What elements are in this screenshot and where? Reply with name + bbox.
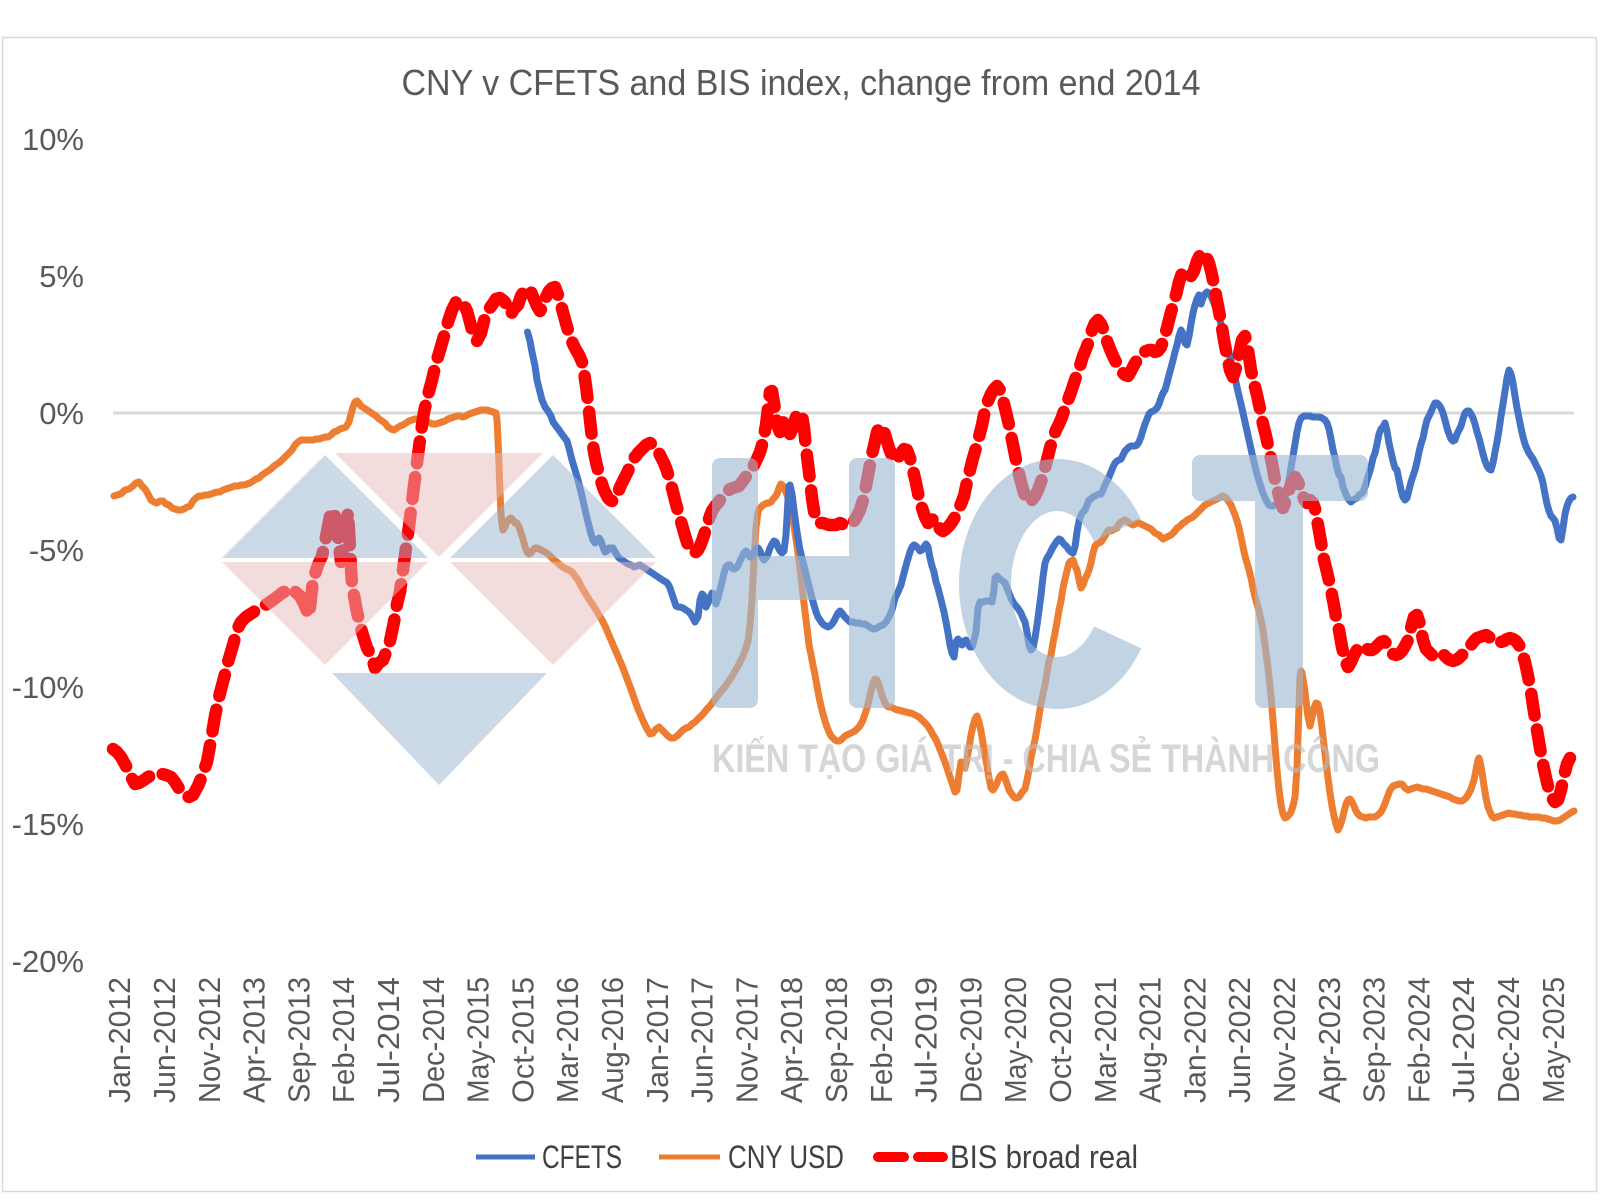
svg-text:Sep-2023: Sep-2023 (1357, 977, 1392, 1103)
svg-text:Apr-2018: Apr-2018 (774, 977, 809, 1103)
svg-text:Feb-2019: Feb-2019 (864, 977, 899, 1103)
svg-text:Nov-2012: Nov-2012 (192, 977, 227, 1103)
svg-text:Jan-2012: Jan-2012 (102, 977, 137, 1103)
svg-text:0%: 0% (39, 396, 84, 431)
svg-text:Jul-2014: Jul-2014 (371, 977, 406, 1103)
svg-text:Aug-2016: Aug-2016 (595, 977, 630, 1103)
svg-text:Mar-2016: Mar-2016 (550, 977, 585, 1103)
svg-text:Oct-2020: Oct-2020 (1043, 977, 1078, 1103)
svg-text:Sep-2013: Sep-2013 (281, 977, 316, 1103)
svg-text:Jun-2012: Jun-2012 (147, 977, 182, 1103)
svg-text:Mar-2021: Mar-2021 (1088, 977, 1123, 1103)
svg-text:May-2025: May-2025 (1536, 977, 1571, 1103)
svg-text:May-2020: May-2020 (998, 977, 1033, 1103)
svg-text:May-2015: May-2015 (461, 977, 496, 1103)
svg-text:Dec-2019: Dec-2019 (953, 977, 988, 1103)
svg-text:Feb-2024: Feb-2024 (1401, 977, 1436, 1103)
svg-text:Aug-2021: Aug-2021 (1133, 977, 1168, 1103)
svg-text:CFETS: CFETS (542, 1139, 622, 1175)
svg-text:Jul-2019: Jul-2019 (909, 977, 944, 1103)
svg-text:Jan-2017: Jan-2017 (640, 977, 675, 1103)
svg-text:Jun-2017: Jun-2017 (685, 977, 720, 1103)
svg-text:-15%: -15% (12, 807, 84, 842)
svg-text:KIẾN TẠO GIÁ TRỊ - CHIA SẺ THÀ: KIẾN TẠO GIÁ TRỊ - CHIA SẺ THÀNH CÔNG (712, 735, 1380, 781)
svg-text:Feb-2014: Feb-2014 (326, 977, 361, 1103)
svg-text:Oct-2015: Oct-2015 (505, 977, 540, 1103)
svg-text:Dec-2014: Dec-2014 (416, 977, 451, 1103)
svg-text:Jun-2022: Jun-2022 (1222, 977, 1257, 1103)
svg-text:10%: 10% (22, 122, 84, 157)
svg-text:Apr-2023: Apr-2023 (1312, 977, 1347, 1103)
svg-text:Sep-2018: Sep-2018 (819, 977, 854, 1103)
svg-text:Dec-2024: Dec-2024 (1491, 977, 1526, 1103)
svg-text:CNY v CFETS and BIS index, cha: CNY v CFETS and BIS index, change from e… (402, 62, 1201, 103)
svg-text:Apr-2013: Apr-2013 (237, 977, 272, 1103)
svg-text:Nov-2017: Nov-2017 (729, 977, 764, 1103)
svg-text:-5%: -5% (29, 533, 84, 568)
svg-text:Jan-2022: Jan-2022 (1177, 977, 1212, 1103)
svg-text:-20%: -20% (12, 944, 84, 979)
svg-text:BIS broad real: BIS broad real (950, 1139, 1138, 1175)
svg-text:Jul-2024: Jul-2024 (1446, 977, 1481, 1103)
svg-text:5%: 5% (39, 259, 84, 294)
svg-text:CNY USD: CNY USD (728, 1139, 844, 1175)
svg-text:-10%: -10% (12, 670, 84, 705)
svg-text:Nov-2022: Nov-2022 (1267, 977, 1302, 1103)
